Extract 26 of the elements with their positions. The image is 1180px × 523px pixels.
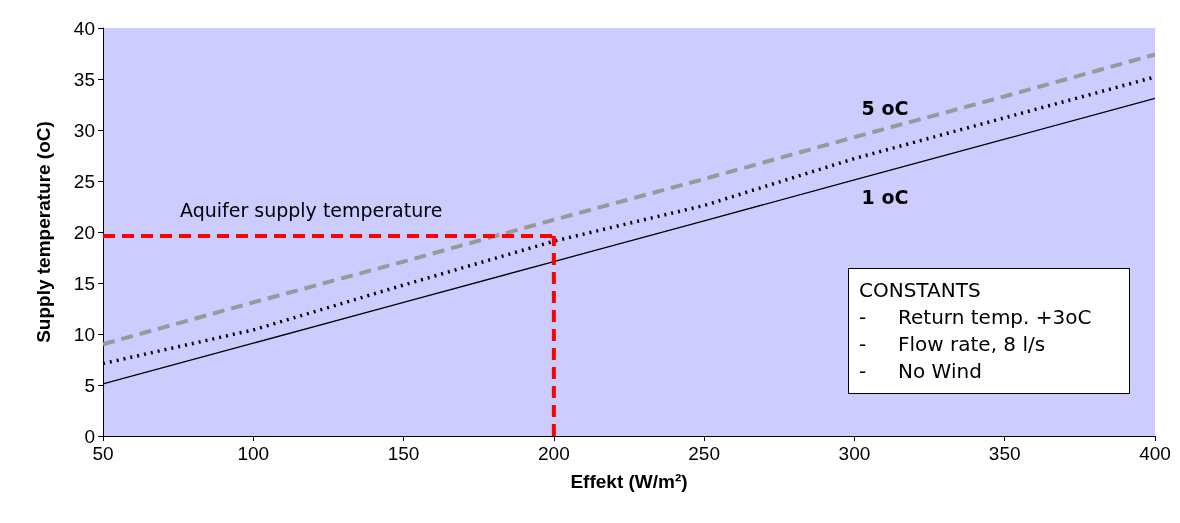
x-tick-label: 400 [1139,443,1171,464]
x-tick-label: 50 [92,443,114,464]
x-tick-label: 300 [838,443,871,464]
annotation: 1 oC [861,186,909,208]
annotation: CONSTANTS [859,277,982,304]
x-tick-label: 100 [237,443,270,464]
x-tick-label: 200 [538,443,570,464]
y-axis-title: Supply temperature (oC) [33,121,54,343]
y-tick-label: 40 [73,17,95,39]
y-tick-label: 35 [73,68,95,90]
y-tick-label: 25 [73,170,95,192]
y-tick-label: 10 [73,323,95,345]
annotation: - No Wind [859,358,983,385]
annotation: Aquifer supply temperature [180,199,443,221]
x-tick-label: 350 [988,443,1021,464]
y-tick-label: 15 [73,272,95,294]
y-tick-label: 0 [84,425,95,447]
annotation: - Return temp. +3oC [859,304,1093,331]
y-tick-label: 20 [73,221,95,243]
y-tick-label: 5 [84,374,95,396]
annotation: 5 oC [861,97,909,119]
annotation: - Flow rate, 8 l/s [859,331,1047,358]
y-tick-label: 30 [73,119,95,141]
x-tick-label: 250 [688,443,720,464]
x-axis-title: Effekt (W/m²) [570,471,688,492]
x-tick-label: 150 [387,443,420,464]
